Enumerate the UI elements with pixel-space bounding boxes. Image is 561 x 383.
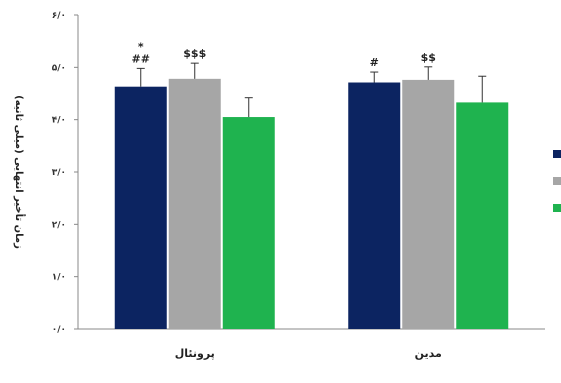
bar xyxy=(168,78,221,329)
legend xyxy=(553,150,561,212)
legend-swatch xyxy=(553,177,561,185)
x-category-labels: پرونئال مدین xyxy=(175,347,442,360)
annotations: *## $$$ # $$ xyxy=(132,40,436,69)
bar xyxy=(402,79,455,329)
x-category-label: پرونئال xyxy=(175,347,215,360)
y-tick-label: ۳/۰ xyxy=(52,168,66,178)
bars xyxy=(114,78,509,330)
significance-label: # xyxy=(370,56,379,69)
y-axis-label: زمان تأخیر انتهایی (میلی ثانیه) xyxy=(13,95,26,249)
x-category-label: مدین xyxy=(415,347,442,360)
significance-label: $$ xyxy=(421,51,436,64)
y-tick-labels: ۰/۰ ۱/۰ ۲/۰ ۳/۰ ۴/۰ ۵/۰ ۶/۰ xyxy=(52,11,66,335)
error-bars xyxy=(136,62,487,118)
significance-label: $$$ xyxy=(183,47,206,60)
legend-swatch xyxy=(553,204,561,212)
bar xyxy=(114,86,167,330)
significance-label: * xyxy=(138,40,144,53)
bar xyxy=(222,117,275,329)
y-tick-label: ۵/۰ xyxy=(52,63,66,73)
bar xyxy=(456,102,509,329)
y-tick-label: ۶/۰ xyxy=(52,11,66,21)
y-tick-label: ۲/۰ xyxy=(52,220,66,230)
y-tick-label: ۱/۰ xyxy=(52,273,66,283)
significance-label: ## xyxy=(132,52,150,65)
y-tick-label: ۰/۰ xyxy=(52,325,66,335)
y-tick-label: ۴/۰ xyxy=(52,116,66,126)
bar xyxy=(348,82,401,329)
legend-swatch xyxy=(553,150,561,158)
